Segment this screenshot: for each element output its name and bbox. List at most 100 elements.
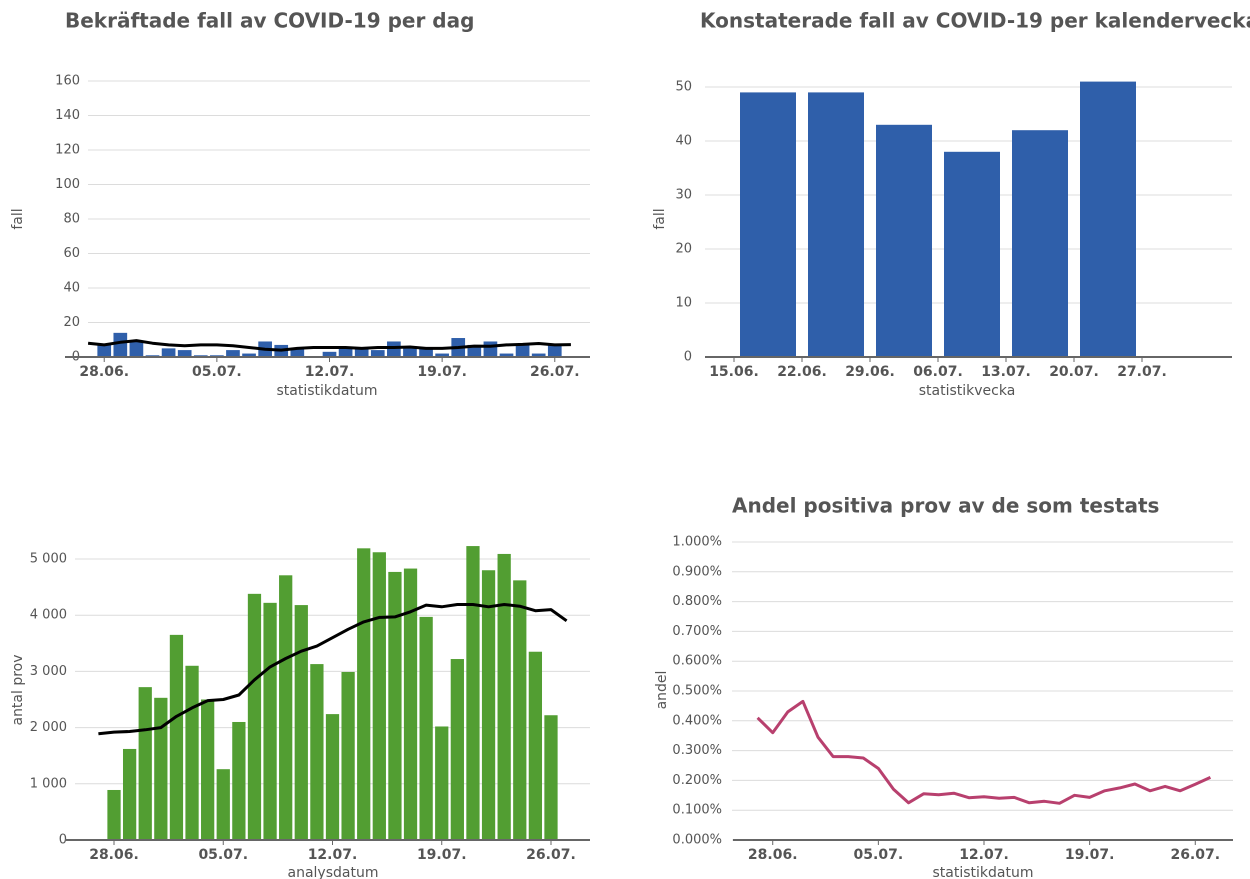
x-tick-label: 19.07. <box>417 847 467 863</box>
y-tick-label: 60 <box>63 246 80 261</box>
y-tick-label: 0.600% <box>672 654 722 669</box>
y-tick-label: 2 000 <box>30 720 67 735</box>
y-tick-label: 160 <box>55 74 80 89</box>
bar <box>403 348 417 357</box>
bar <box>403 568 418 840</box>
y-tick-label: 1.000% <box>672 535 722 550</box>
bar <box>216 769 230 840</box>
bar <box>372 552 386 840</box>
x-axis-label: analysdatum <box>288 865 379 879</box>
bar <box>467 344 482 357</box>
bar <box>419 348 433 357</box>
bar <box>242 353 256 357</box>
x-tick-label: 28.06. <box>748 847 798 863</box>
bar <box>322 351 337 357</box>
bar <box>325 714 340 840</box>
bar <box>419 616 433 840</box>
bar <box>107 789 121 840</box>
x-tick-label: 26.07. <box>530 364 580 380</box>
line <box>98 603 568 736</box>
y-tick-label: 1 000 <box>30 776 67 791</box>
y-tick-label: 50 <box>675 80 692 95</box>
bar <box>122 748 137 840</box>
y-tick-label: 120 <box>55 143 80 158</box>
bar <box>310 664 324 840</box>
y-tick-label: 0.800% <box>672 594 722 609</box>
bar <box>129 341 144 357</box>
bar <box>547 344 562 357</box>
bar <box>497 553 511 840</box>
x-tick-label: 19.07. <box>1065 847 1115 863</box>
x-axis-label: statistikvecka <box>919 383 1016 399</box>
bar <box>1080 81 1136 357</box>
y-axis-label: antal prov <box>10 654 26 725</box>
chart-title: Bekräftade fall av COVID-19 per dag <box>65 9 474 33</box>
y-tick-label: 140 <box>55 108 80 123</box>
y-tick-label: 0 <box>59 833 67 848</box>
bar <box>177 350 192 357</box>
bar <box>341 671 355 840</box>
x-tick-label: 05.07. <box>854 847 904 863</box>
y-axis-label: fall <box>652 208 668 229</box>
bar <box>513 580 527 840</box>
x-tick-label: 12.07. <box>959 847 1009 863</box>
bar <box>294 605 308 840</box>
bar <box>481 570 496 840</box>
bar <box>450 659 464 840</box>
bar <box>808 92 864 358</box>
x-tick-label: 26.07. <box>1170 847 1220 863</box>
y-axis-label: fall <box>10 208 26 229</box>
y-tick-label: 3 000 <box>30 664 67 679</box>
y-tick-label: 0.000% <box>672 833 722 848</box>
bar <box>232 721 246 840</box>
bar <box>357 548 371 840</box>
y-tick-label: 0.500% <box>672 684 722 699</box>
x-tick-label: 20.07. <box>1049 364 1099 380</box>
bar <box>528 651 543 840</box>
x-tick-label: 15.06. <box>709 364 759 380</box>
y-tick-label: 40 <box>63 281 80 296</box>
x-tick-label: 22.06. <box>777 364 827 380</box>
bar <box>876 124 932 357</box>
bar <box>435 353 449 357</box>
y-tick-label: 40 <box>675 134 692 149</box>
x-tick-label: 28.06. <box>79 364 129 380</box>
x-tick-label: 29.06. <box>845 364 895 380</box>
x-tick-label: 19.07. <box>417 364 467 380</box>
y-tick-label: 4 000 <box>30 608 67 623</box>
y-tick-label: 0.300% <box>672 743 722 758</box>
line <box>87 339 571 352</box>
x-axis-label: statistikdatum <box>277 383 378 399</box>
bar <box>531 353 546 357</box>
bar <box>387 341 401 357</box>
bar <box>1012 130 1068 357</box>
x-tick-label: 26.07. <box>526 847 576 863</box>
bar <box>169 634 184 840</box>
x-tick-label: 12.07. <box>305 364 355 380</box>
chart-title: Konstaterade fall av COVID-19 per kalend… <box>700 9 1250 33</box>
bar <box>483 341 498 357</box>
bar <box>740 92 796 358</box>
bar <box>354 348 369 357</box>
bar <box>544 715 558 840</box>
y-tick-label: 0.100% <box>672 803 722 818</box>
bar <box>290 348 305 357</box>
x-axis-label: statistikdatum <box>933 865 1034 879</box>
bar <box>97 344 112 357</box>
bar <box>161 348 176 357</box>
y-tick-label: 80 <box>63 212 80 227</box>
bar <box>263 602 277 840</box>
bar <box>499 353 514 357</box>
bar <box>226 350 240 357</box>
x-tick-label: 05.07. <box>198 847 248 863</box>
y-tick-label: 20 <box>675 242 692 257</box>
bar <box>435 726 449 840</box>
y-tick-label: 30 <box>675 188 692 203</box>
y-axis-label: andel <box>654 671 670 710</box>
x-tick-label: 12.07. <box>308 847 358 863</box>
bar <box>247 593 262 840</box>
chart-title: Andel positiva prov av de som testats <box>732 494 1159 518</box>
y-tick-label: 0 <box>684 350 692 365</box>
bar <box>370 350 385 357</box>
